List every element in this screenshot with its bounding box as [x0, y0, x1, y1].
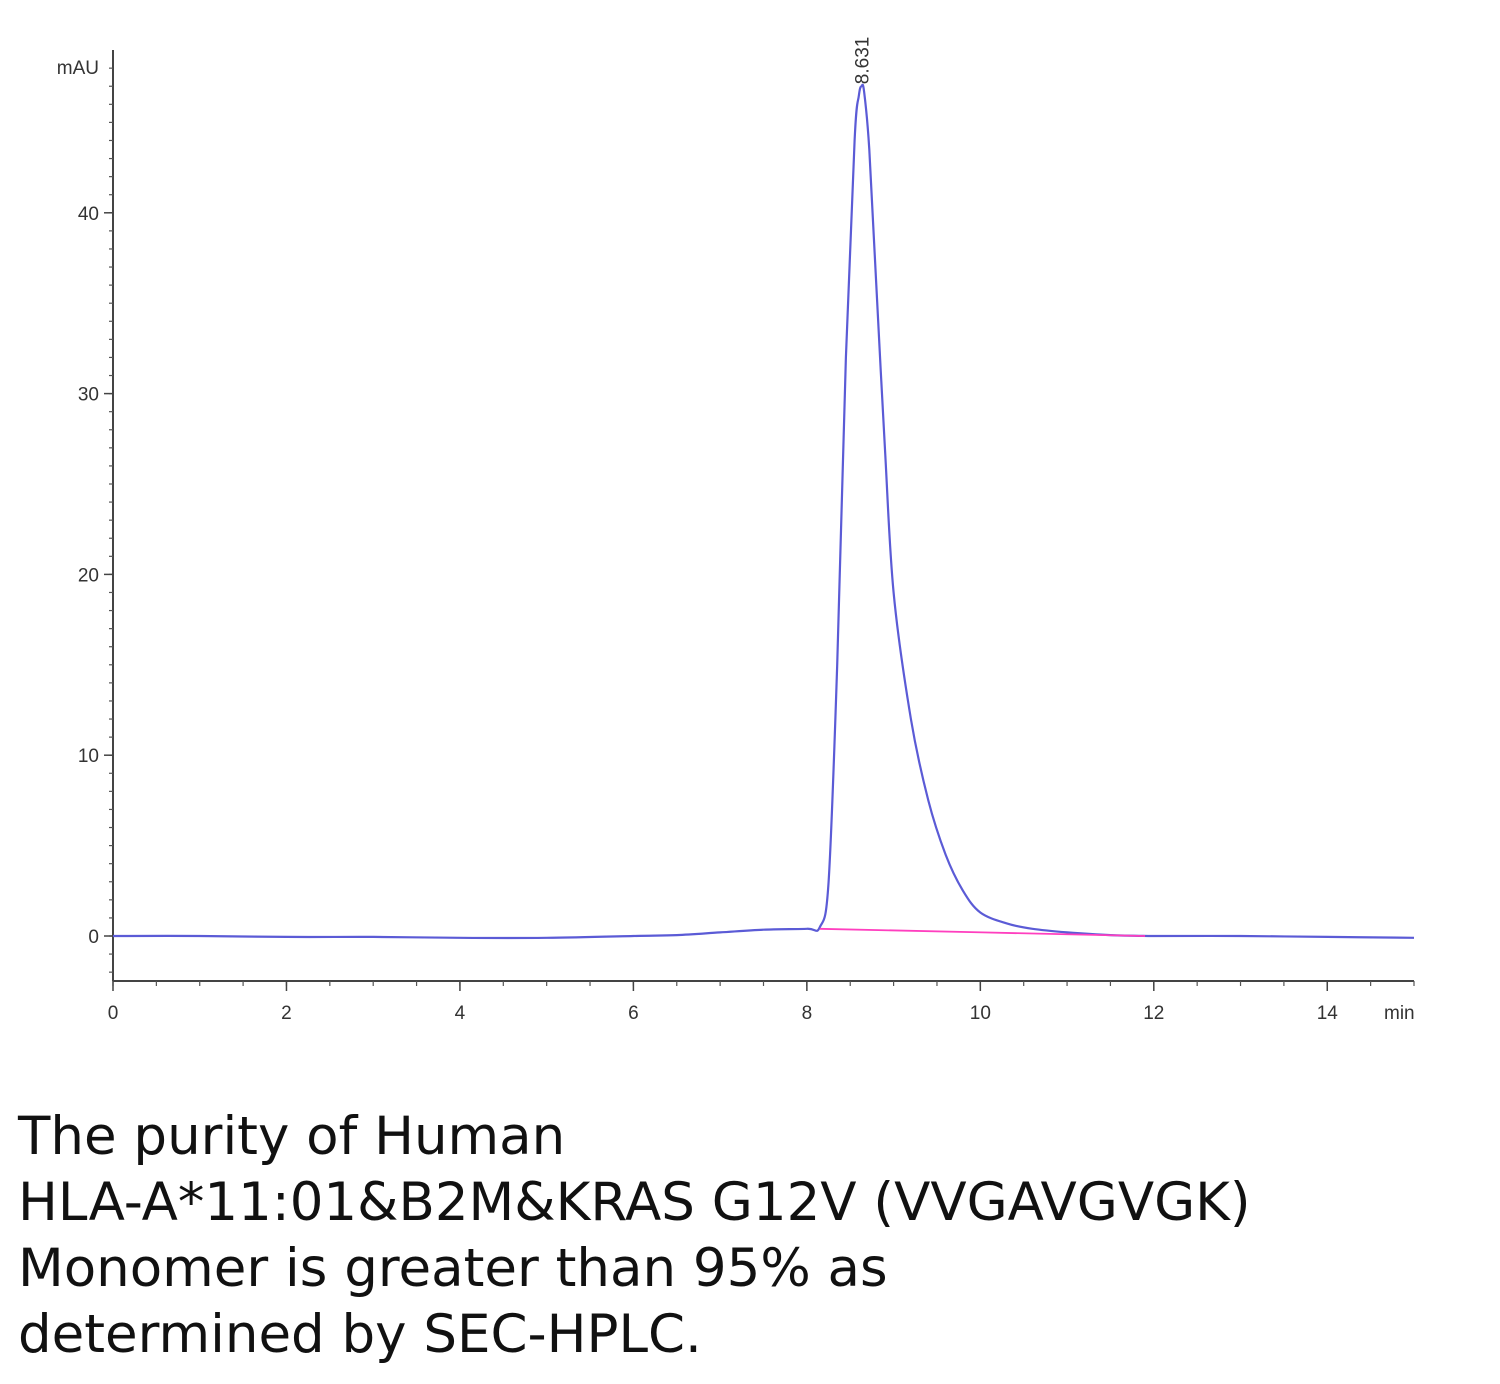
- x-tick-label: 12: [1143, 1003, 1164, 1024]
- x-tick-label: 0: [108, 1003, 119, 1024]
- x-axis-ticks: 0 2 4 6 8 10 12 14: [108, 981, 1415, 1024]
- y-axis-ticks: 0 10 20 30 40: [78, 67, 113, 973]
- chromatogram-chart: 0 10 20 30 40 0 2 4 6 8 10 12 14 mAU min 8.631: [57, 37, 1415, 1024]
- caption-line-2: HLA-A*11:01&B2M&KRAS G12V (VVGAVGVGK): [18, 1172, 1251, 1233]
- peak-retention-label: 8.631: [853, 37, 874, 85]
- figure-caption: The purity of Human HLA-A*11:01&B2M&KRAS…: [18, 1104, 1478, 1368]
- y-tick-label: 0: [88, 927, 99, 948]
- x-tick-label: 4: [455, 1003, 466, 1024]
- x-axis-label: min: [1384, 1003, 1415, 1024]
- caption-line-3: Monomer is greater than 95% as: [18, 1238, 888, 1299]
- caption-line-1: The purity of Human: [18, 1106, 566, 1167]
- y-axis-label: mAU: [57, 58, 99, 79]
- y-tick-label: 10: [78, 746, 99, 767]
- signal-trace: [112, 83, 1415, 940]
- x-tick-label: 10: [970, 1003, 991, 1024]
- baseline-trace: [819, 927, 1146, 937]
- x-tick-label: 6: [628, 1003, 639, 1024]
- x-tick-label: 2: [281, 1003, 292, 1024]
- chart-series: [112, 83, 1415, 940]
- y-tick-label: 20: [78, 565, 99, 586]
- x-tick-label: 8: [802, 1003, 813, 1024]
- y-tick-label: 30: [78, 385, 99, 406]
- y-tick-label: 40: [78, 204, 99, 225]
- chart-labels: mAU min 8.631: [57, 37, 1415, 1024]
- caption-line-4: determined by SEC-HPLC.: [18, 1304, 702, 1365]
- chart-axes: [112, 50, 1414, 982]
- x-tick-label: 14: [1317, 1003, 1339, 1024]
